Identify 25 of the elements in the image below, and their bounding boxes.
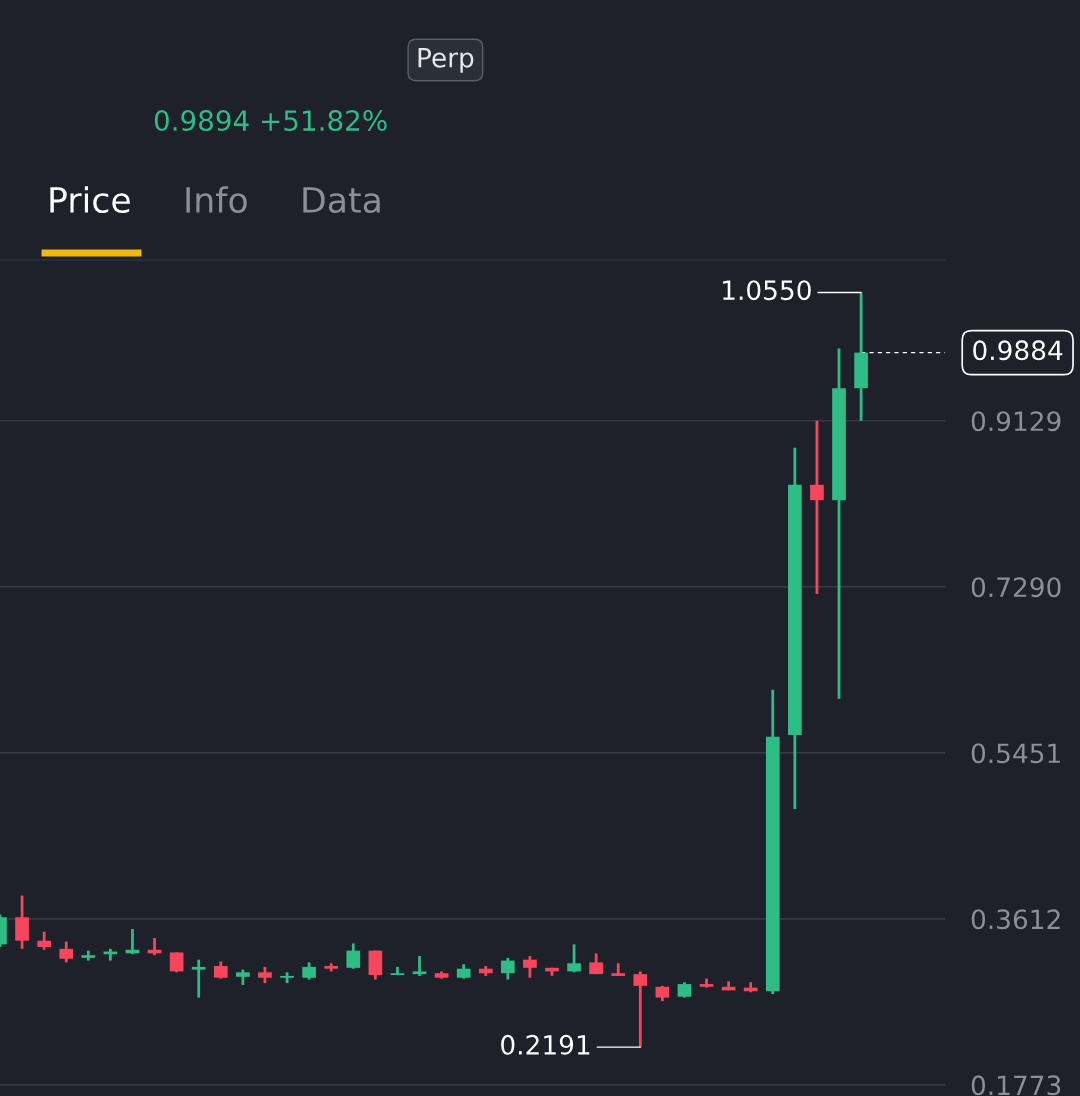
y-tick-label: 0.7290	[971, 577, 1061, 598]
y-tick-label: 0.3612	[971, 909, 1060, 930]
candlestick	[412, 954, 427, 978]
candlestick	[191, 958, 206, 999]
text: 0.9894 +51.82%	[154, 110, 387, 132]
y-tick-label: 0.1773	[971, 1075, 1061, 1096]
ref-line-label: 0.9884	[973, 340, 1063, 361]
candlestick	[810, 419, 824, 596]
candlestick	[633, 970, 648, 1049]
candlestick	[346, 942, 361, 971]
annotation: 0.2191	[501, 1034, 590, 1055]
candlestick	[59, 940, 74, 964]
y-tick-label: 0.5451	[971, 743, 1060, 764]
text: Info	[186, 186, 247, 214]
candlestick	[500, 956, 515, 981]
candlestick	[523, 954, 537, 980]
candlestick	[15, 894, 29, 951]
y-tick-label: 0.9129	[971, 411, 1061, 432]
candlestick	[37, 930, 51, 952]
annotation: 1.0550	[723, 280, 811, 301]
candlestick	[567, 942, 581, 974]
text: Data	[303, 187, 380, 214]
candlestick	[169, 951, 184, 974]
text: Perp	[418, 48, 474, 73]
text: Price	[50, 186, 130, 214]
